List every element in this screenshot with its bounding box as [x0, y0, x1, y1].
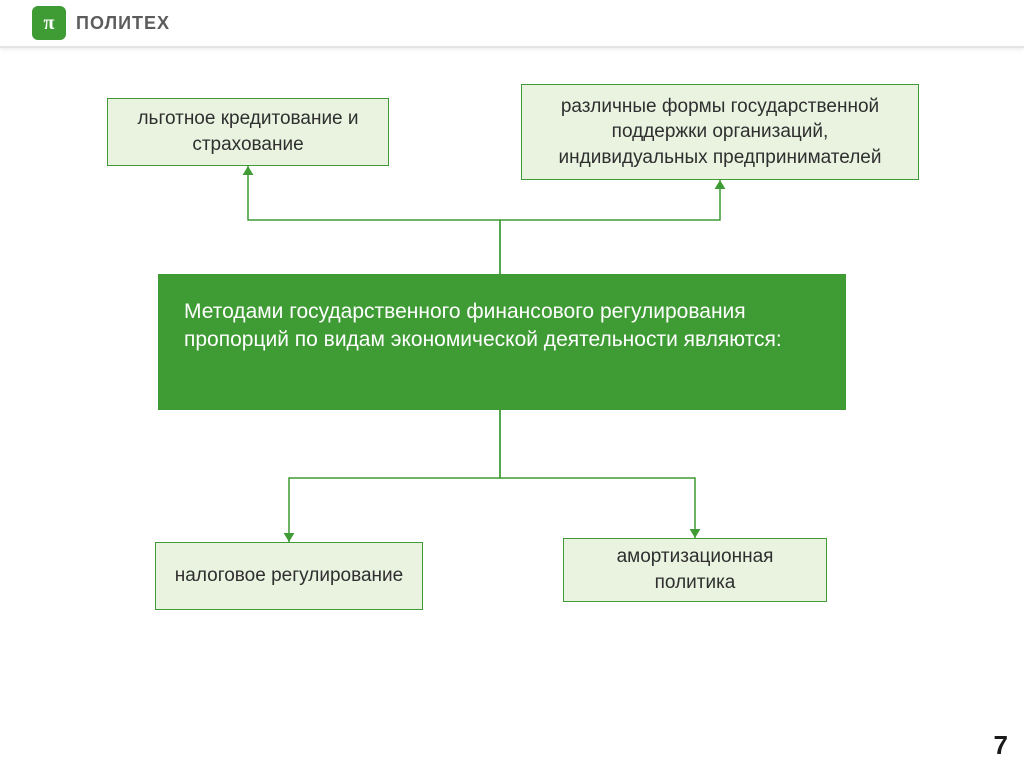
edge-3 [500, 410, 700, 538]
node-label: льготное кредитование и страхование [122, 106, 374, 157]
node-top_right: различные формы государственной поддержк… [521, 84, 919, 180]
edge-1 [500, 180, 725, 274]
node-bot_right: амортизационная политика [563, 538, 827, 602]
page-number: 7 [994, 730, 1008, 761]
node-label: различные формы государственной поддержк… [536, 94, 904, 171]
node-label: Методами государственного финансового ре… [184, 298, 820, 355]
logo-symbol: π [44, 12, 55, 35]
node-center: Методами государственного финансового ре… [158, 274, 846, 410]
diagram-canvas: льготное кредитование и страхование разли… [0, 48, 1024, 748]
node-top_left: льготное кредитование и страхование [107, 98, 389, 166]
node-label: амортизационная политика [578, 544, 812, 595]
node-label: налоговое регулирование [175, 563, 403, 589]
header: π ПОЛИТЕХ [0, 0, 1024, 48]
logo-text: ПОЛИТЕХ [76, 13, 170, 34]
edge-0 [243, 166, 500, 274]
node-bot_left: налоговое регулирование [155, 542, 423, 610]
edge-2 [284, 410, 500, 542]
logo-pi-icon: π [32, 6, 66, 40]
